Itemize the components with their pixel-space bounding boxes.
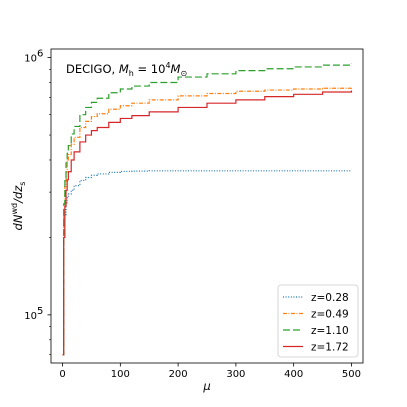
y-tick-label: 10: [24, 311, 37, 322]
x-axis-label: μ: [202, 379, 210, 393]
x-axis-ticks: 0 100 200 300 400 500: [59, 363, 361, 380]
y-tick-label-exp: 6: [37, 49, 43, 60]
y-axis-label: dNwd/dzs: [10, 182, 27, 231]
y-axis-label-n: N: [11, 214, 25, 223]
legend: z=0.28 z=0.49 z=1.10 z=1.72: [277, 284, 359, 358]
legend-box: [277, 284, 359, 358]
y-axis-label-sub: s: [18, 182, 27, 186]
plot-area-frame: [50, 48, 364, 364]
chart-title-prefix: DECIGO,: [66, 62, 119, 76]
y-tick-label-exp: 5: [37, 306, 43, 317]
series-layer: [62, 63, 353, 356]
legend-label: z=1.10: [311, 325, 349, 337]
legend-label: z=0.28: [311, 292, 349, 304]
chart-title-h-sub: h: [129, 69, 134, 78]
y-tick-label: 10: [24, 54, 37, 65]
x-tick-label: 400: [284, 369, 303, 380]
x-tick-label: 500: [342, 369, 361, 380]
chart-title-m2: M: [171, 62, 181, 76]
chart-title-sun-sub: ⊙: [180, 69, 187, 78]
legend-entries: z=0.28 z=0.49 z=1.10 z=1.72: [283, 292, 349, 354]
y-axis-label-d: d: [11, 222, 25, 230]
legend-label: z=0.49: [311, 309, 349, 321]
series-line-z-0-49: [62, 87, 353, 356]
chart-title-equals: = 10: [134, 62, 166, 76]
x-tick-label: 0: [59, 369, 65, 380]
x-tick-label: 100: [111, 369, 130, 380]
legend-label: z=1.72: [311, 342, 349, 354]
y-axis-label-slash: /dz: [11, 185, 25, 204]
chart-title-m: M: [119, 62, 129, 76]
series-line-z-1-72: [62, 90, 353, 356]
x-tick-label: 300: [226, 369, 245, 380]
series-line-z-1-10: [62, 63, 353, 356]
chart-title-exp: 4: [165, 61, 170, 70]
chart-title: DECIGO, Mh = 104M⊙: [66, 61, 187, 78]
y-axis-label-sup: wd: [10, 203, 19, 215]
x-tick-label: 200: [169, 369, 188, 380]
